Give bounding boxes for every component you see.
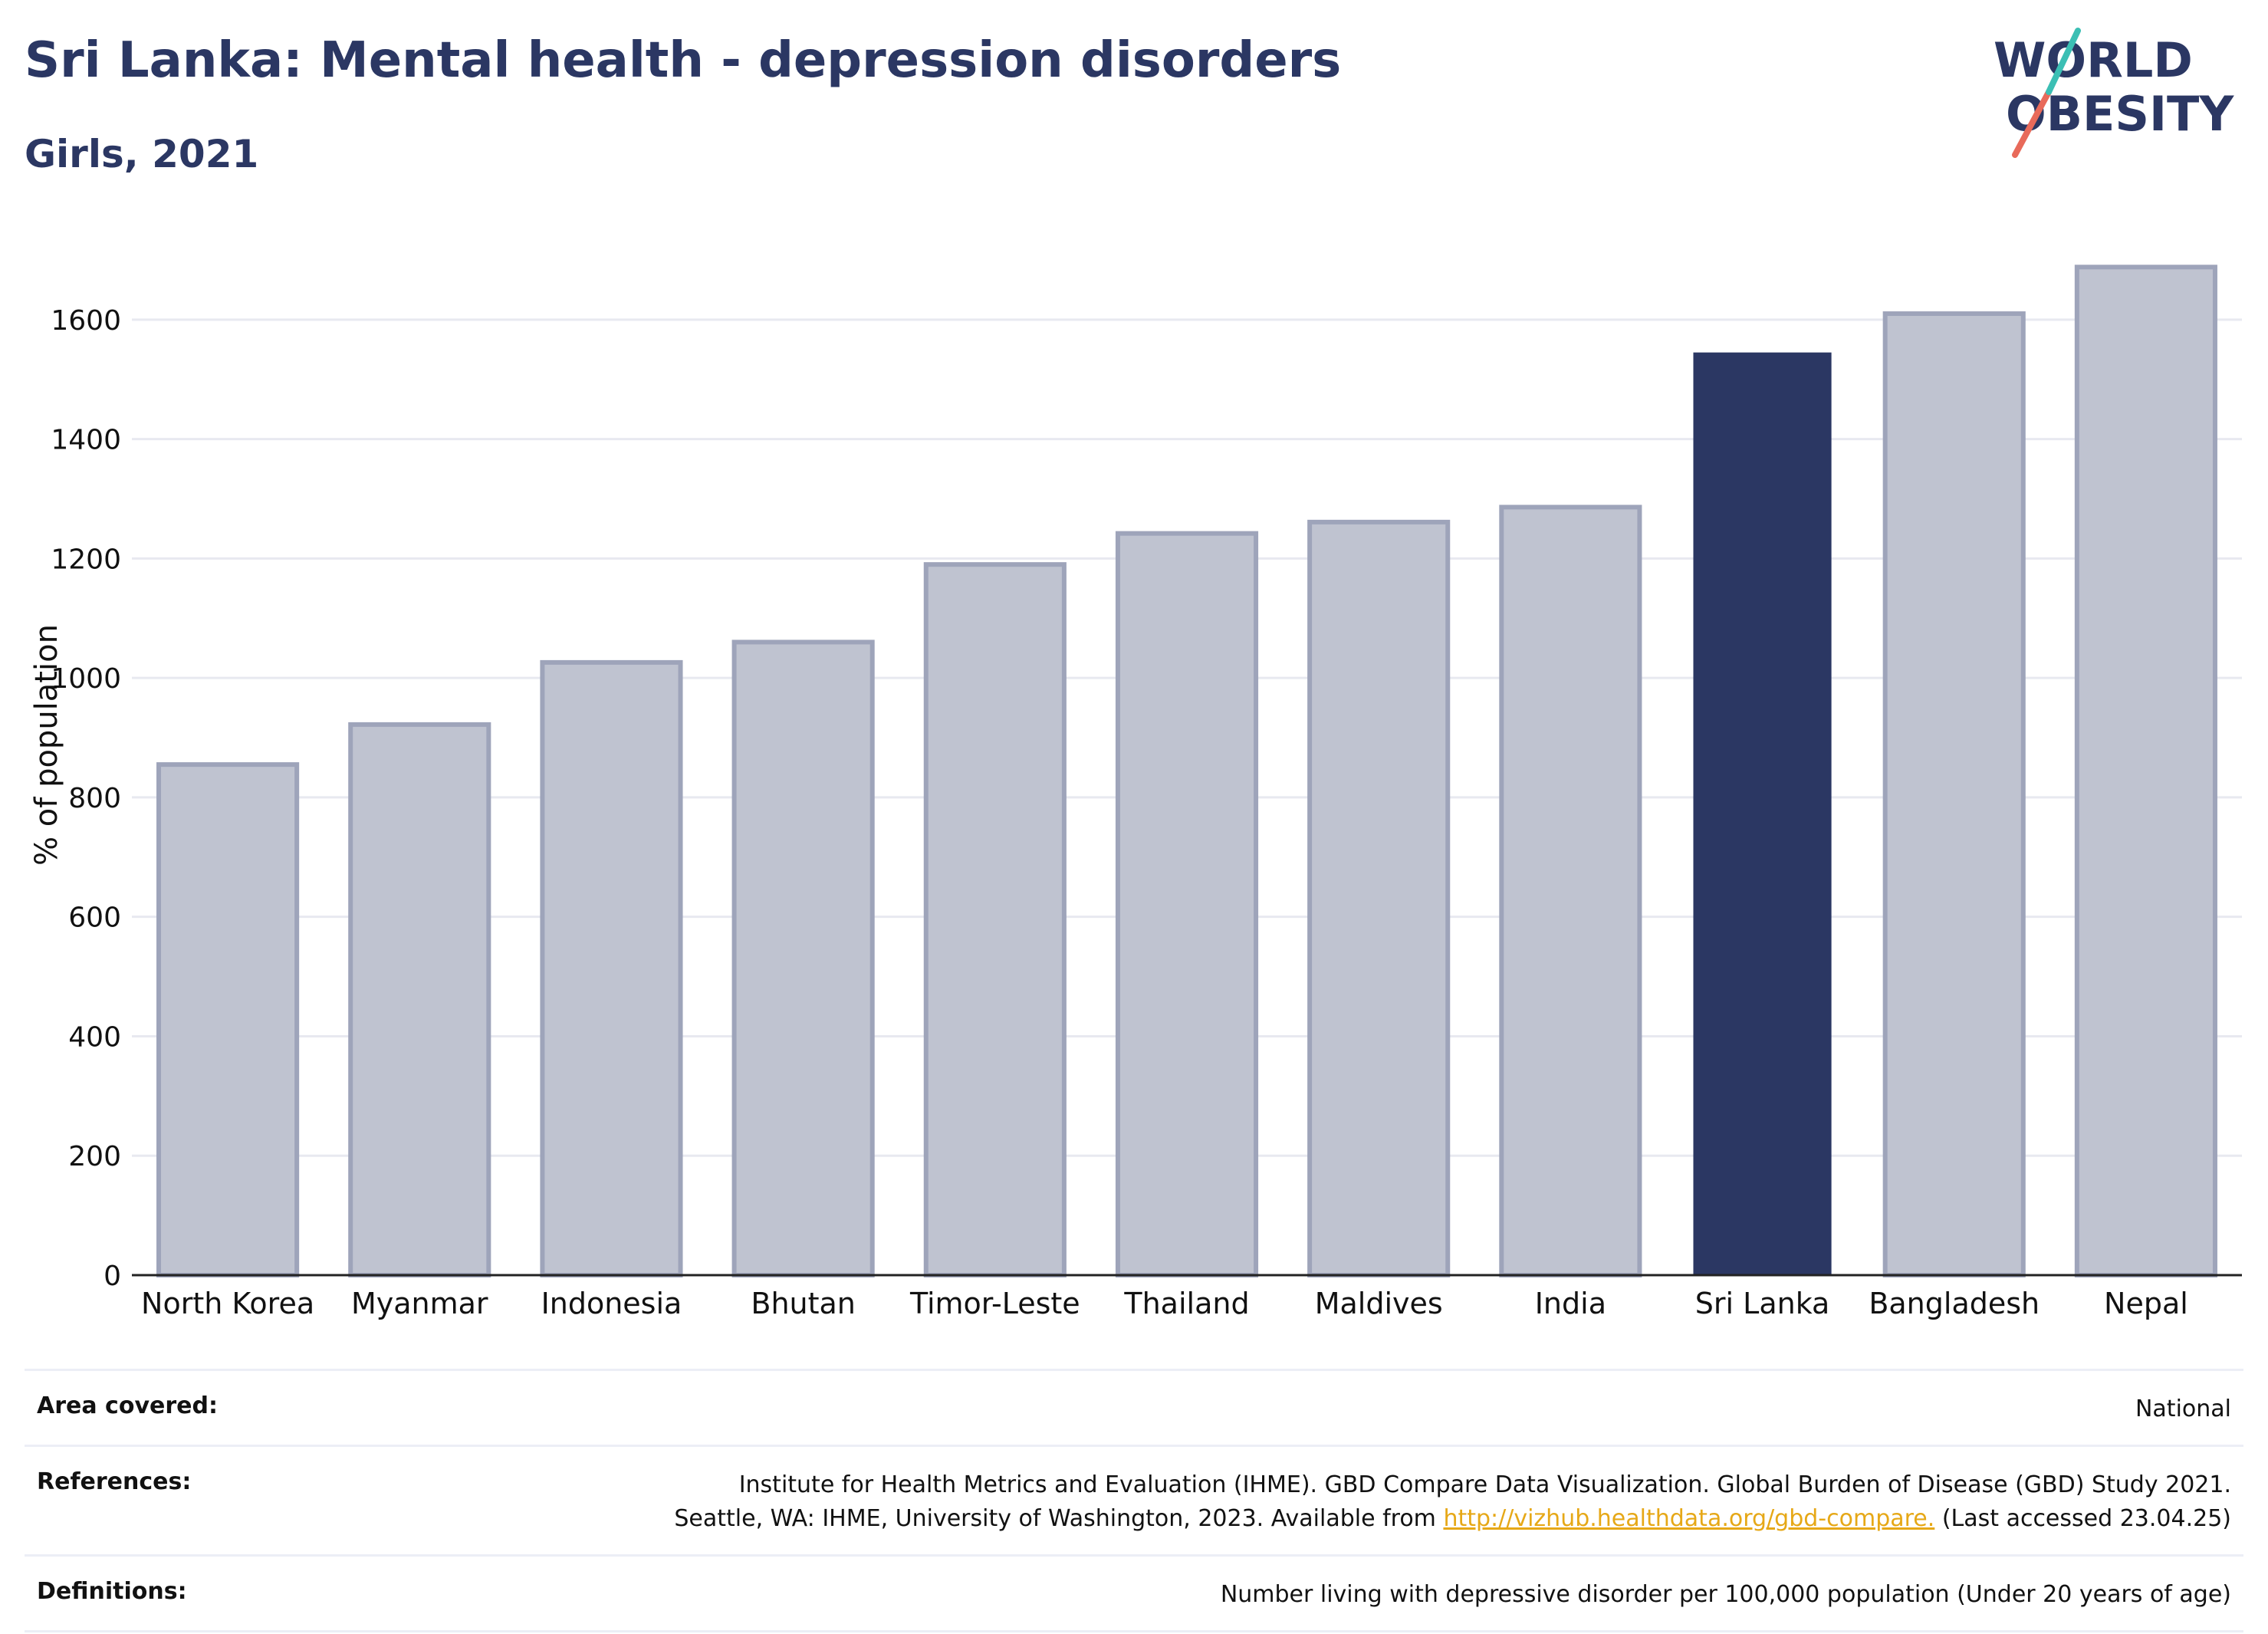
references-link[interactable]: http://vizhub.healthdata.org/gbd-compare… <box>1443 1505 1935 1532</box>
x-tick-label: Bangladesh <box>1869 1287 2040 1320</box>
bar <box>1499 505 1642 1277</box>
bar <box>1115 531 1259 1277</box>
bar <box>1693 352 1832 1275</box>
y-tick-label: 1400 <box>51 425 121 456</box>
references-line2-post: (Last accessed 23.04.25) <box>1934 1505 2231 1532</box>
area-value: National <box>2135 1396 2231 1422</box>
logo-accent-lower <box>2012 89 2052 158</box>
x-tick-label: North Korea <box>141 1287 314 1320</box>
x-tick-label: Indonesia <box>541 1287 682 1320</box>
y-tick-label: 1200 <box>51 544 121 575</box>
bar <box>731 639 875 1277</box>
meta-row-area: Area covered: National <box>25 1369 2243 1445</box>
chart-subtitle: Girls, 2021 <box>25 132 259 176</box>
bar-chart: 0 200 400 600 800 1000 1200 1400 1600 North Korea… <box>29 265 2242 1320</box>
x-tick-label: Sri Lanka <box>1695 1287 1830 1320</box>
logo-line1: WORLD <box>1994 32 2193 88</box>
bar <box>540 659 683 1277</box>
meta-row-definitions: Definitions: Number living with depressi… <box>25 1554 2243 1632</box>
references-line2-pre: Seattle, WA: IHME, University of Washing… <box>674 1505 1444 1532</box>
y-tick-label: 1000 <box>51 663 121 695</box>
x-tick-label: Thailand <box>1123 1287 1249 1320</box>
y-tick-label: 400 <box>68 1021 121 1053</box>
definitions-label: Definitions: <box>37 1578 187 1605</box>
logo-accent-upper <box>2046 28 2081 95</box>
y-tick-label: 1600 <box>51 305 121 337</box>
references-line1: Institute for Health Metrics and Evaluat… <box>738 1471 2231 1498</box>
metadata-table: Area covered: National References: Insti… <box>25 1369 2243 1632</box>
y-tick-label: 800 <box>68 783 121 814</box>
x-tick-label: Timor-Leste <box>909 1287 1080 1320</box>
bar <box>1882 311 2026 1277</box>
chart-title: Sri Lanka: Mental health - depression di… <box>25 32 1342 89</box>
references-value: Institute for Health Metrics and Evaluat… <box>674 1468 2231 1536</box>
bar <box>923 562 1067 1277</box>
x-tick-label: India <box>1535 1287 1606 1320</box>
x-tick-label: Bhutan <box>751 1287 856 1320</box>
x-tick-label: Maldives <box>1315 1287 1443 1320</box>
definitions-value: Number living with depressive disorder p… <box>1220 1581 2231 1608</box>
bar <box>1307 519 1451 1277</box>
y-axis-label: % of population <box>29 624 64 866</box>
x-tick-label: Myanmar <box>351 1287 488 1320</box>
x-tick-label: Nepal <box>2104 1287 2188 1320</box>
bar <box>2074 265 2217 1277</box>
y-tick-label: 0 <box>104 1261 121 1292</box>
references-label: References: <box>37 1468 192 1495</box>
meta-row-references: References: Institute for Health Metrics… <box>25 1445 2243 1554</box>
area-label: Area covered: <box>37 1392 218 1419</box>
bar <box>348 722 491 1277</box>
y-tick-label: 200 <box>68 1141 121 1172</box>
bar <box>156 762 300 1277</box>
world-obesity-logo: WORLD OBESITY <box>1994 28 2234 158</box>
y-tick-label: 600 <box>68 902 121 934</box>
